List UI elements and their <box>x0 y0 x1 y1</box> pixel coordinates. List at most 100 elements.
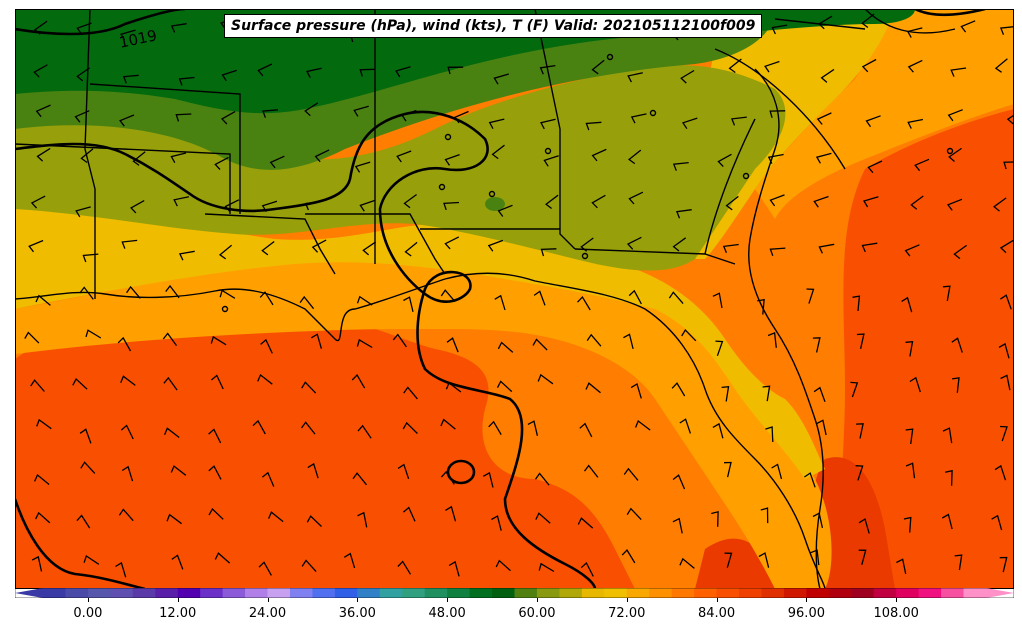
wind-barb <box>36 147 51 162</box>
wind-barb <box>443 201 460 211</box>
wind-barb <box>671 382 686 397</box>
wind-barb <box>79 286 94 300</box>
colorbar-cell <box>222 588 246 598</box>
colorbar-tick-mark <box>626 598 628 602</box>
wind-barb <box>75 206 91 218</box>
wind-barb <box>162 332 178 346</box>
wind-barb <box>268 511 284 523</box>
temp-field-red-orange <box>695 538 785 589</box>
wind-barb <box>132 151 146 166</box>
wind-barb <box>818 243 835 254</box>
wind-barb <box>672 474 686 490</box>
wind-barb <box>591 59 605 75</box>
wind-barb <box>816 112 832 125</box>
temp-field-light-orange-ne <box>755 9 1014 219</box>
wind-barb <box>261 471 275 487</box>
colorbar-tick-mark <box>447 598 449 602</box>
wind-barb <box>767 331 777 348</box>
colorbar-extend-high <box>986 588 1014 598</box>
wind-barb <box>711 510 719 527</box>
wind-barb <box>83 554 100 565</box>
colorbar-cell <box>110 588 134 598</box>
wind-barb <box>901 296 913 313</box>
wind-barb <box>910 195 924 210</box>
wind-barb <box>591 194 606 209</box>
colorbar-cell <box>469 588 493 598</box>
wind-barb <box>585 121 602 131</box>
colorbar-cell <box>155 588 179 598</box>
wind-barb <box>527 420 539 436</box>
wind-barb <box>999 425 1008 442</box>
wind-barb <box>220 111 236 125</box>
colorbar-cell <box>492 588 516 598</box>
wind-barb <box>771 463 783 480</box>
wind-barb <box>35 104 51 118</box>
wind-barb <box>487 239 504 252</box>
colorbar-cell <box>536 588 561 598</box>
wind-barb <box>76 514 91 529</box>
wind-barb <box>257 373 273 385</box>
wind-barb <box>730 116 747 126</box>
colorbar-cell <box>177 588 201 598</box>
wind-barb <box>942 285 951 302</box>
wind-barb <box>672 517 683 534</box>
wind-barb <box>999 26 1014 35</box>
wind-barb <box>914 158 930 172</box>
wind-barb <box>31 555 43 572</box>
wind-barb <box>397 560 412 575</box>
wind-barb <box>446 337 459 353</box>
wind-barb <box>221 69 237 82</box>
colorbar-cell <box>65 588 89 598</box>
wind-barb <box>628 289 642 305</box>
colorbar-tick-label: 0.00 <box>73 606 103 621</box>
wind-barb <box>354 161 371 173</box>
wind-barb <box>496 380 513 393</box>
colorbar-tick-label: 36.00 <box>338 606 376 621</box>
wind-barb <box>130 200 145 214</box>
wind-barb <box>208 507 224 520</box>
wind-barb <box>359 68 376 77</box>
wind-barb <box>680 69 695 84</box>
wind-barb <box>591 148 607 162</box>
wind-barb <box>74 110 90 123</box>
wind-barb <box>497 204 513 217</box>
wind-barb <box>82 253 99 263</box>
wind-barb <box>905 462 916 479</box>
colorbar-cell <box>604 588 628 598</box>
wind-barb <box>357 424 372 439</box>
wind-barb <box>396 150 412 163</box>
wind-barb <box>440 289 456 303</box>
wind-barb <box>628 149 642 165</box>
wind-barb <box>994 464 1007 481</box>
wind-barb <box>906 27 923 38</box>
wind-barb <box>79 428 92 444</box>
colorbar-cell <box>43 588 67 598</box>
wind-barb <box>258 561 272 576</box>
temp-field-dark-orange <box>15 309 635 589</box>
wind-barb <box>954 554 963 571</box>
wind-barb <box>178 76 195 86</box>
wind-barb <box>537 373 554 385</box>
wind-barb <box>118 508 134 522</box>
map-panel: 1019 <box>15 9 1014 589</box>
wind-barb <box>856 333 865 349</box>
wind-barb <box>261 200 278 213</box>
wind-barb <box>208 428 222 444</box>
wind-barb <box>259 291 274 306</box>
wind-barb <box>757 298 765 315</box>
wind-barb <box>818 15 833 30</box>
wind-barb <box>447 66 464 75</box>
wind-barb <box>36 418 52 430</box>
wind-barb <box>440 418 456 430</box>
wind-barb <box>252 419 266 435</box>
wind-barb <box>942 427 953 444</box>
wind-barb <box>856 423 864 439</box>
wind-barb <box>80 148 94 164</box>
colorbar-cell <box>379 588 403 598</box>
wind-barb <box>771 24 788 35</box>
wind-barb <box>580 561 594 577</box>
colorbar-tick-mark <box>896 598 898 602</box>
wind-barb <box>760 507 769 524</box>
wind-barb <box>681 328 697 342</box>
wind-barb <box>178 250 195 261</box>
